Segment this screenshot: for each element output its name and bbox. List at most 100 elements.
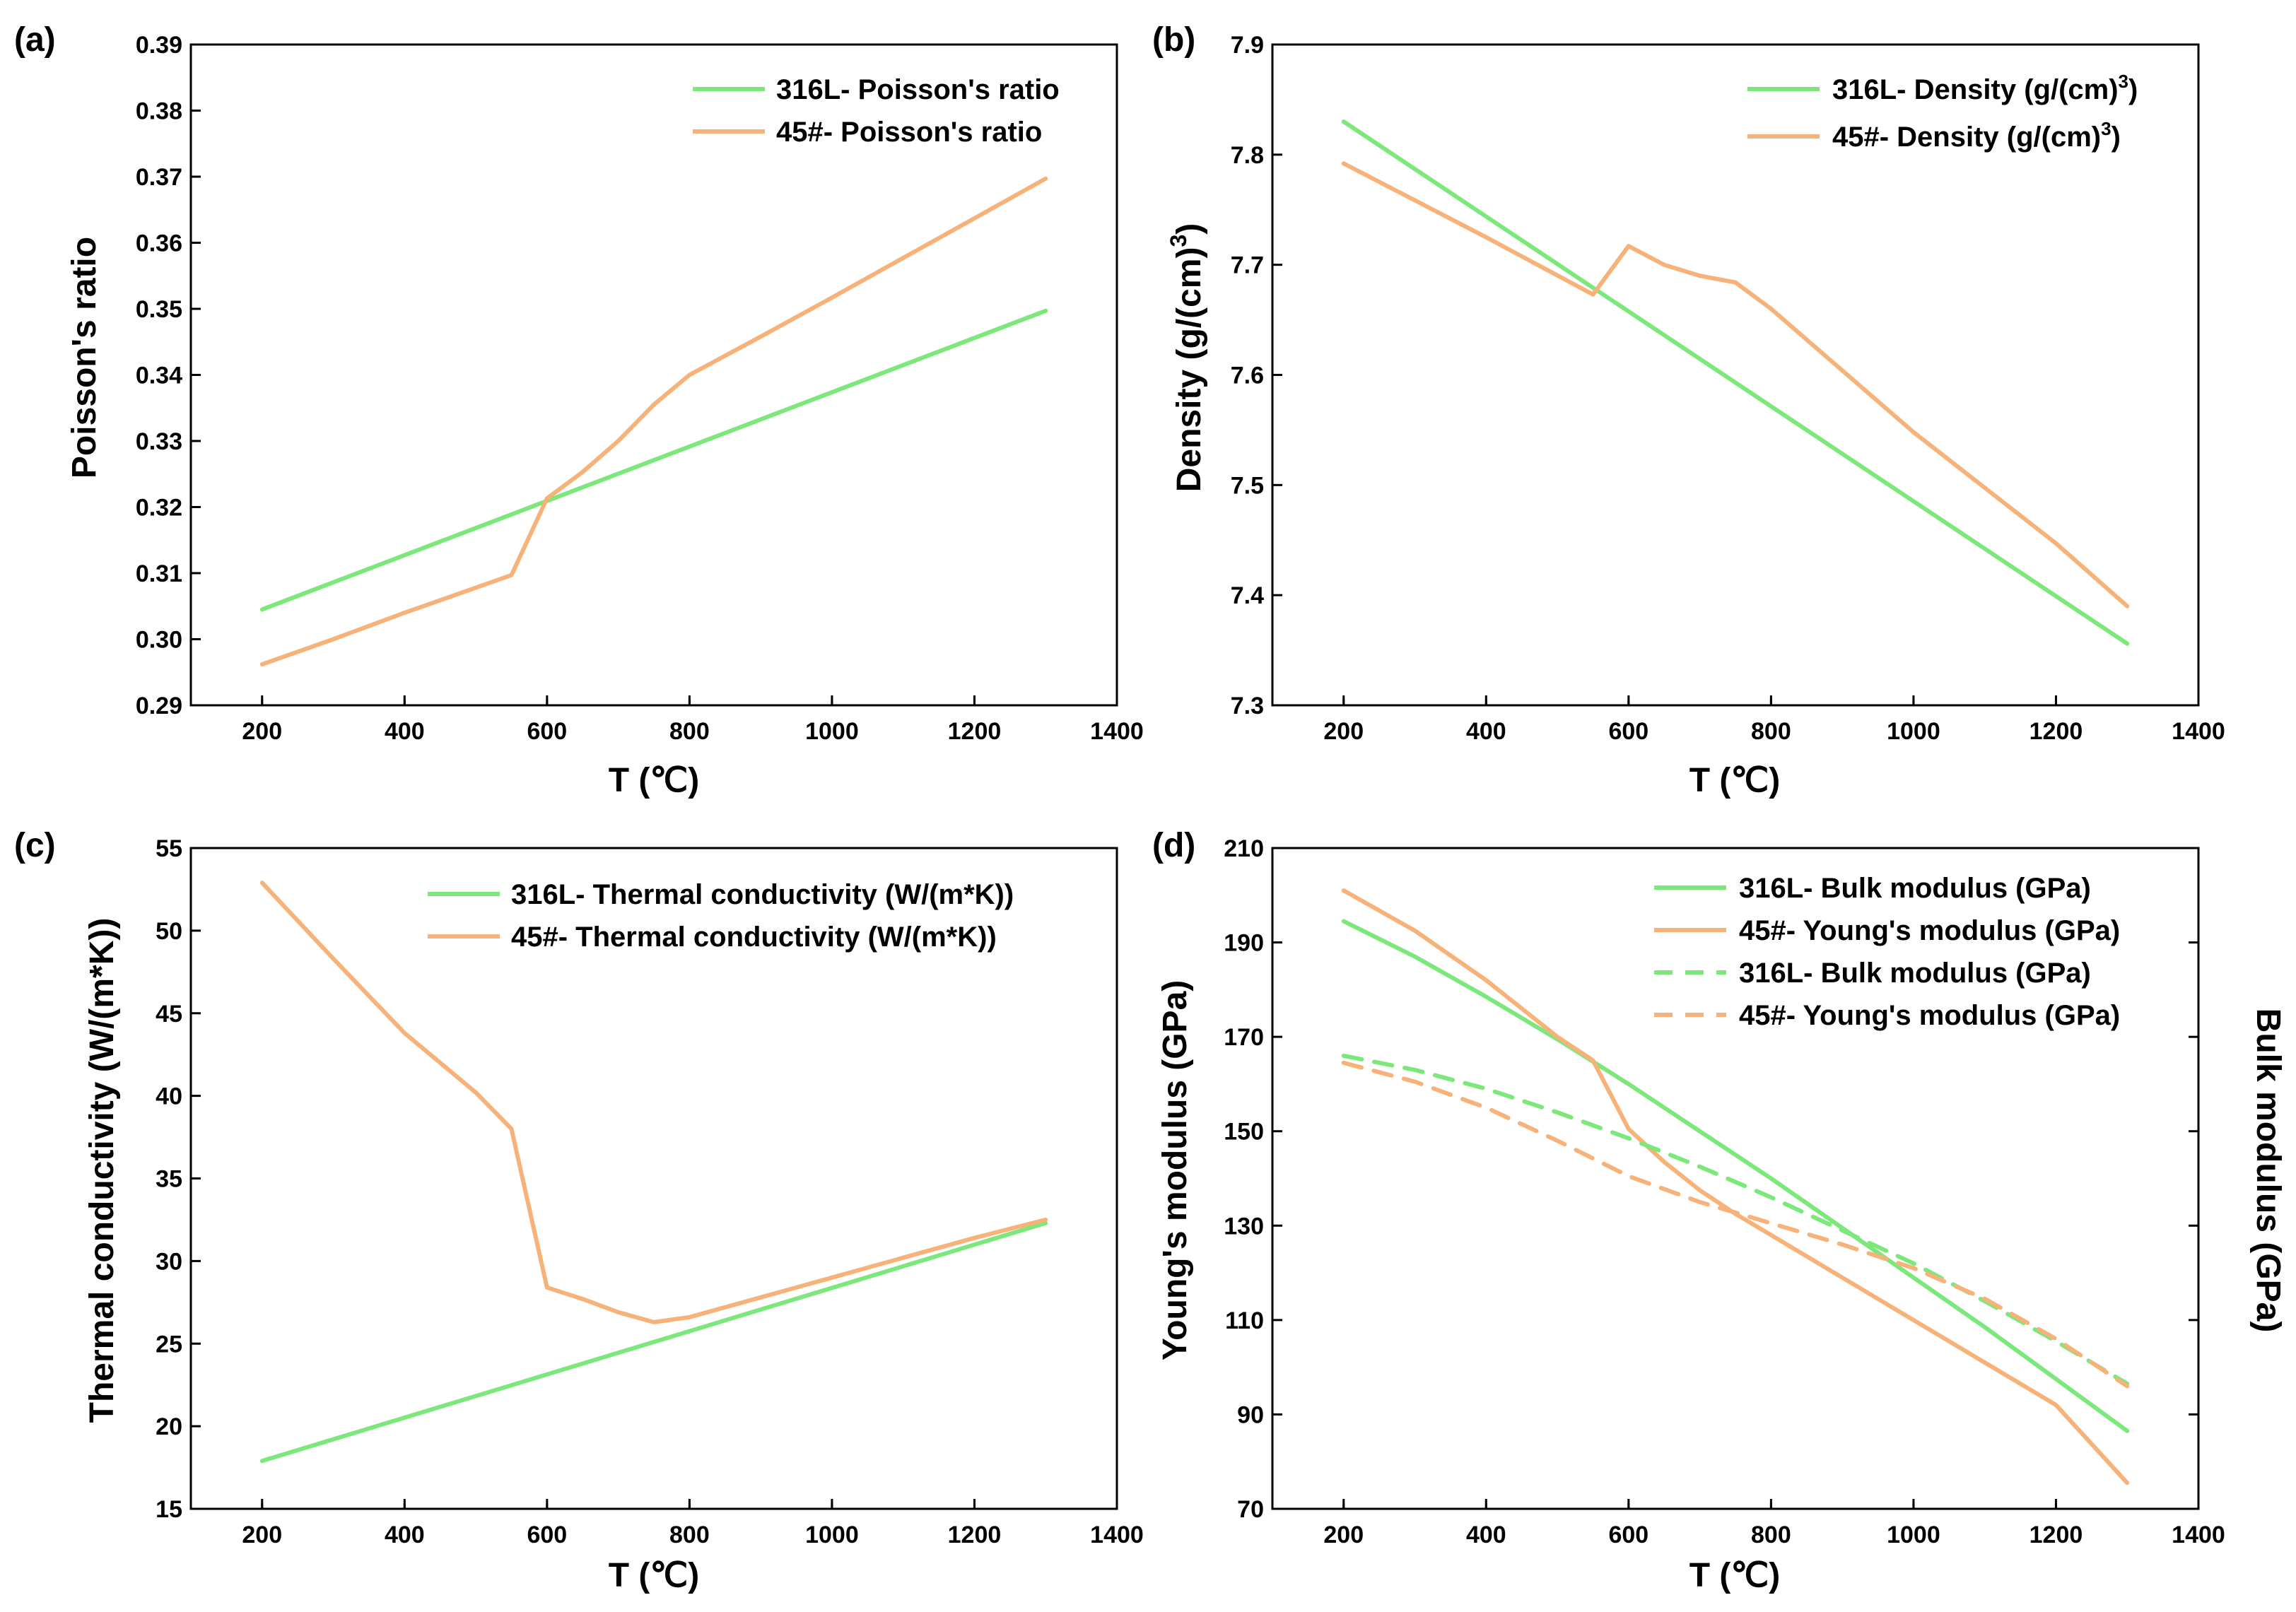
panel-b-xtick-label: 400 xyxy=(1466,718,1506,745)
panel-b-xtick-label: 1000 xyxy=(1887,718,1940,745)
panel-a-ticks: 200 400 600 800 1000 1200 1400 0.29 0.30 0.31 0.32… xyxy=(136,32,1144,745)
panel-c-ylabel: Thermal conductivity (W/(m*K)) xyxy=(83,918,121,1423)
panel-a-xtick-label: 1400 xyxy=(1090,718,1144,745)
legend-b-label-316l: 316L- Density (g/(cm)3) xyxy=(1832,71,2138,105)
panel-b-ytick-label: 7.3 xyxy=(1231,693,1264,719)
legend-a-label-316l: 316L- Poisson's ratio xyxy=(776,74,1060,105)
panel-b-ylabel: Density (g/(cm)3) xyxy=(1166,223,1208,493)
legend-d-label-316l-solid: 316L- Bulk modulus (GPa) xyxy=(1739,873,2091,904)
panel-b-xtick-label: 200 xyxy=(1323,718,1364,745)
panel-a-ytick-label: 0.35 xyxy=(136,296,182,323)
panel-b-density: (b) Density (g/(cm)3) T (℃) 200 400 600 800… xyxy=(1152,21,2225,799)
panel-d-ytick-label: 110 xyxy=(1225,1307,1264,1334)
panel-a-ytick-label: 0.29 xyxy=(136,693,182,719)
legend-a-label-45: 45#- Poisson's ratio xyxy=(776,117,1042,148)
panel-a-ytick-label: 0.30 xyxy=(136,627,182,654)
panel-c-ytick-label: 25 xyxy=(156,1331,182,1358)
panel-b-label: (b) xyxy=(1152,21,1195,59)
panel-c-xtick-label: 1400 xyxy=(1090,1522,1144,1548)
panel-d-series-0-line xyxy=(1341,919,2130,1433)
legend-d-label-45-dashed: 45#- Young's modulus (GPa) xyxy=(1739,1000,2120,1031)
legend-c-label-45: 45#- Thermal conductivity (W/(m*K)) xyxy=(511,922,997,953)
panel-d-ytick-label: 170 xyxy=(1224,1024,1264,1051)
panel-b-plot-frame xyxy=(1271,43,2200,707)
panel-a-ytick-label: 0.31 xyxy=(136,560,182,587)
panel-d-xtick-label: 1400 xyxy=(2172,1522,2225,1548)
panel-c-xtick-label: 1200 xyxy=(948,1522,1002,1548)
panel-b-ticks: 200 400 600 800 1000 1200 1400 7.3 7.4 7.5 7.6 7.7 7… xyxy=(1231,32,2225,745)
panel-d-ytick-label: 210 xyxy=(1224,835,1264,862)
panel-a-ytick-label: 0.37 xyxy=(136,164,182,191)
panel-a-xtick-label: 200 xyxy=(242,718,282,745)
panel-d-plot-frame xyxy=(1271,847,2200,1510)
panel-c-label: (c) xyxy=(14,827,56,864)
panel-b-xtick-label: 600 xyxy=(1608,718,1648,745)
panel-d-xtick-label: 1200 xyxy=(2030,1522,2083,1548)
panel-a-ytick-label: 0.32 xyxy=(136,495,182,522)
panel-c-xtick-label: 400 xyxy=(385,1522,425,1548)
panel-d-label: (d) xyxy=(1152,827,1195,864)
panel-a-xtick-label: 1000 xyxy=(805,718,859,745)
panel-a-legend: 316L- Poisson's ratio 45#- Poisson's rat… xyxy=(693,74,1060,148)
panel-a-ytick-label: 0.36 xyxy=(136,230,182,257)
panel-d-ylabel: Young's modulus (GPa) xyxy=(1156,980,1194,1361)
panel-a-series-1-line xyxy=(259,176,1048,666)
panel-c-xlabel: T (℃) xyxy=(609,1557,700,1594)
panel-c-xtick-label: 1000 xyxy=(805,1522,859,1548)
panel-b-ytick-label: 7.7 xyxy=(1231,252,1264,279)
panel-b-ytick-label: 7.6 xyxy=(1231,363,1264,389)
panel-d-ytick-label: 190 xyxy=(1224,930,1264,957)
panel-d-ylabel-right: Bulk modulus (GPa) xyxy=(2249,1008,2287,1333)
panel-c-ytick-label: 40 xyxy=(156,1083,182,1110)
panel-c-ytick-label: 20 xyxy=(156,1413,182,1440)
panel-c-ytick-label: 30 xyxy=(156,1248,182,1275)
panel-d-ytick-label: 130 xyxy=(1224,1213,1264,1240)
legend-c-label-316l: 316L- Thermal conductivity (W/(m*K)) xyxy=(511,879,1014,910)
panel-a-series-0-line xyxy=(259,308,1048,612)
panel-d-series-1-line xyxy=(1341,888,2130,1485)
panel-a-ytick-label: 0.34 xyxy=(136,363,182,389)
legend-b-label-45: 45#- Density (g/(cm)3) xyxy=(1832,118,2121,153)
panel-c-xtick-label: 600 xyxy=(527,1522,567,1548)
panel-b-ytick-label: 7.9 xyxy=(1231,32,1264,59)
panel-b-legend: 316L- Density (g/(cm)3) 45#- Density (g/… xyxy=(1747,71,2138,153)
panel-b-series xyxy=(1341,119,2130,646)
panel-a-xtick-label: 800 xyxy=(669,718,710,745)
panel-d-xtick-label: 800 xyxy=(1751,1522,1791,1548)
panel-c-ytick-label: 45 xyxy=(156,1001,182,1028)
panel-a-ytick-label: 0.38 xyxy=(136,98,182,125)
panel-d-xtick-label: 600 xyxy=(1608,1522,1648,1548)
panel-c-ytick-label: 35 xyxy=(156,1166,182,1193)
panel-c-xtick-label: 800 xyxy=(669,1522,710,1548)
panel-a-xlabel: T (℃) xyxy=(609,762,700,799)
panel-d-series xyxy=(1341,888,2130,1485)
panel-b-xtick-label: 1200 xyxy=(2030,718,2083,745)
panel-b-series-1-line xyxy=(1341,161,2130,608)
panel-c-ytick-label: 50 xyxy=(156,918,182,945)
panel-b-xlabel: T (℃) xyxy=(1689,762,1781,799)
panel-d-ytick-label: 90 xyxy=(1237,1401,1264,1428)
panel-b-ytick-label: 7.8 xyxy=(1231,142,1264,169)
panel-b-xtick-label: 1400 xyxy=(2172,718,2225,745)
panel-c-thermal-conductivity: (c) Thermal conductivity (W/(m*K)) T (℃)… xyxy=(14,827,1144,1594)
panel-a-xtick-label: 600 xyxy=(527,718,567,745)
panel-b-series-0-line xyxy=(1341,119,2130,646)
panel-d-ytick-label: 70 xyxy=(1237,1496,1264,1523)
panel-c-series xyxy=(259,881,1048,1464)
panel-d-series-2-line xyxy=(1341,1053,2130,1386)
panel-b-ytick-label: 7.4 xyxy=(1231,582,1264,609)
panel-a-xtick-label: 400 xyxy=(385,718,425,745)
panel-c-ytick-label: 15 xyxy=(156,1496,182,1523)
panel-b-xtick-label: 800 xyxy=(1751,718,1791,745)
panel-a-plot-frame xyxy=(189,43,1118,707)
panel-a-series xyxy=(259,176,1048,666)
panel-c-series-1-line xyxy=(259,881,1048,1324)
panel-c-legend: 316L- Thermal conductivity (W/(m*K)) 45#… xyxy=(428,879,1014,953)
panel-d-xtick-label: 400 xyxy=(1466,1522,1506,1548)
panel-c-xtick-label: 200 xyxy=(242,1522,282,1548)
panel-d-ytick-label: 150 xyxy=(1224,1119,1264,1146)
panel-a-ylabel: Poisson's ratio xyxy=(66,237,103,478)
panel-d-series-3-line xyxy=(1341,1060,2130,1389)
panel-c-series-0-line xyxy=(259,1220,1048,1464)
